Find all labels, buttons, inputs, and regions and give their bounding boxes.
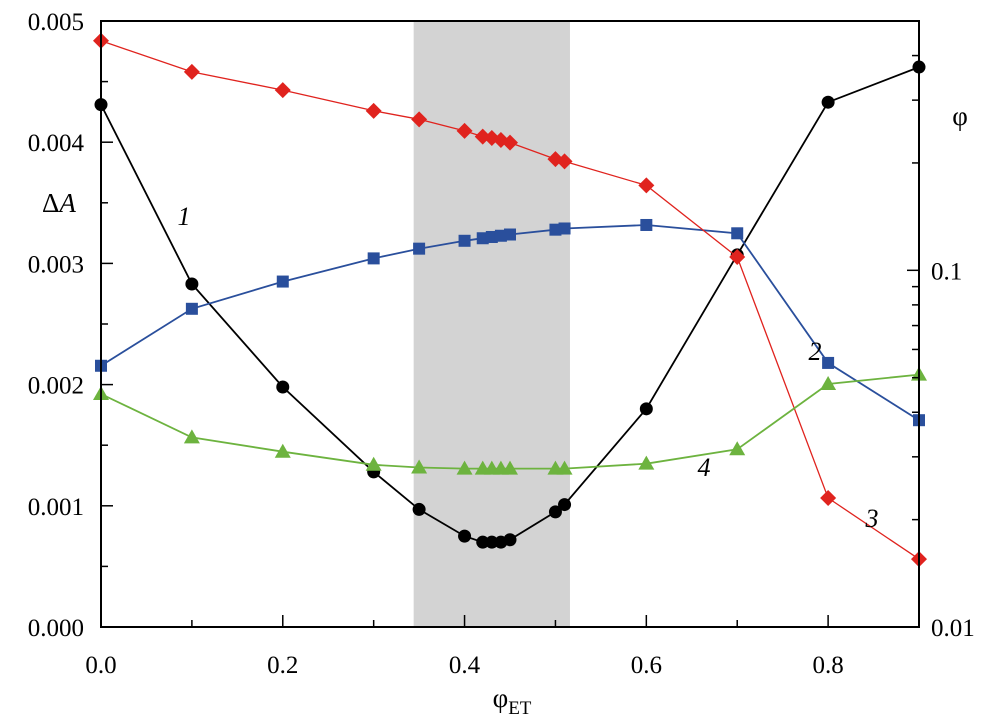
series-3: [93, 32, 927, 568]
series-1-point: [639, 402, 653, 416]
y-left-tick-label: 0.002: [28, 373, 84, 400]
plot-area: [93, 32, 927, 568]
series-2-point: [476, 232, 489, 245]
series-2-point: [822, 356, 835, 369]
series-4-point: [820, 376, 837, 391]
series-1-point: [476, 535, 490, 549]
highlight-band: [413, 21, 570, 627]
series-2-point: [367, 252, 380, 265]
series-4-point: [183, 429, 200, 444]
curve-label-2: 2: [809, 337, 822, 366]
y-left-tick-label: 0.004: [28, 130, 85, 157]
y-left-tick-label: 0.005: [28, 9, 84, 36]
series-3-point: [183, 63, 200, 80]
series-4-point: [365, 456, 382, 471]
series-4-point: [411, 459, 428, 474]
series-2-point: [558, 222, 571, 235]
curve-label-4: 4: [698, 453, 711, 482]
y-right-tick-label: 0.1: [931, 258, 962, 285]
x-tick-label: 0.8: [812, 652, 843, 679]
series-2-point: [413, 242, 426, 255]
series-2-point: [731, 227, 744, 240]
series-3-point: [820, 489, 837, 506]
x-tick-label: 0.0: [85, 652, 116, 679]
series-3-point: [274, 82, 291, 99]
axes-labels: 0.0 0.2 0.4 0.6 0.8 0.000 0.001 0.002 0.003 0.004…: [28, 9, 975, 719]
series-1-point: [821, 95, 835, 109]
series-1-point: [276, 380, 290, 394]
series-4-point: [638, 455, 655, 470]
series-1-point: [412, 502, 426, 516]
series-4-point: [729, 441, 746, 456]
axes-ticks: [100, 20, 920, 628]
series-1-point: [503, 533, 517, 547]
series-2-point: [640, 218, 653, 231]
y-left-axis-title: ΔA: [42, 188, 76, 218]
series-4-point: [274, 443, 291, 458]
series-2-point: [185, 302, 198, 315]
series-2-point: [276, 275, 289, 288]
y-right-tick-label: 0.01: [931, 615, 975, 642]
x-tick-label: 0.4: [449, 652, 481, 679]
x-tick-label: 0.6: [631, 652, 662, 679]
y-left-tick-label: 0.000: [28, 615, 84, 642]
series-1-point: [485, 535, 499, 549]
series-1: [94, 60, 926, 549]
series-4-point: [456, 460, 473, 475]
y-left-tick-label: 0.003: [28, 251, 84, 278]
series-4-point: [502, 460, 518, 475]
series-1-point: [548, 505, 562, 519]
series-1-point: [458, 529, 472, 543]
series-3-point: [729, 248, 746, 265]
series-3-point: [502, 134, 518, 151]
series-3-point: [456, 122, 473, 139]
series-4: [93, 366, 927, 475]
y-left-tick-label: 0.001: [28, 494, 84, 521]
series-3-point: [411, 111, 428, 128]
x-tick-label: 0.2: [267, 652, 298, 679]
series-4-point: [556, 460, 573, 475]
series-2-point: [504, 228, 516, 241]
series-2-point: [549, 223, 562, 236]
series-2-point: [458, 234, 471, 247]
series-2-point: [485, 230, 498, 243]
series-1-point: [558, 498, 572, 512]
series-1-point: [185, 277, 199, 291]
curve-label-1: 1: [178, 202, 191, 231]
curve-label-3: 3: [865, 504, 879, 533]
x-axis-title: φET: [493, 683, 532, 719]
series-3-point: [638, 177, 655, 194]
y-right-axis-title: φ: [952, 101, 968, 131]
series-3-point: [365, 102, 382, 119]
series-2: [95, 218, 925, 427]
series-3-point: [556, 153, 573, 170]
series-2-point: [494, 229, 507, 242]
